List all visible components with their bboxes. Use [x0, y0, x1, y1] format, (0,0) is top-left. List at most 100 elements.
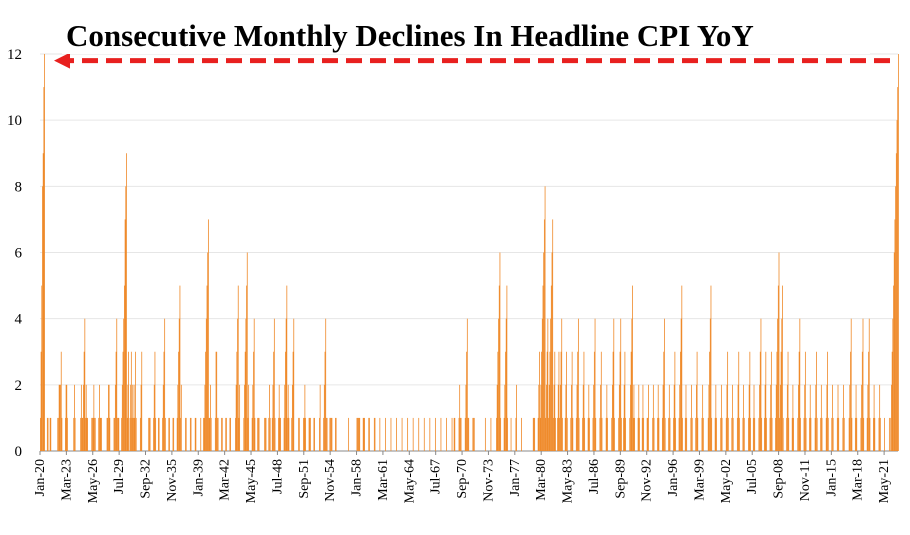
- bar: [515, 417, 517, 451]
- bar: [292, 351, 294, 451]
- bar: [44, 54, 45, 451]
- bar: [465, 384, 467, 451]
- bar: [633, 384, 635, 451]
- bar: [42, 186, 43, 451]
- bar: [577, 351, 579, 451]
- bar: [505, 318, 507, 451]
- bar: [797, 417, 799, 451]
- bar: [203, 417, 205, 451]
- bar: [896, 120, 898, 452]
- bar: [557, 417, 558, 451]
- bar: [634, 417, 636, 451]
- bar: [80, 384, 82, 451]
- bar: [148, 417, 150, 451]
- bar: [264, 417, 266, 451]
- bar: [310, 417, 311, 451]
- bar: [115, 351, 117, 451]
- bar: [826, 384, 828, 451]
- bar: [323, 384, 325, 451]
- bar: [164, 417, 166, 451]
- bar: [385, 417, 386, 451]
- bar: [124, 219, 126, 451]
- x-tick-label: Jan-20: [33, 459, 48, 496]
- bar: [177, 384, 179, 451]
- bar: [868, 351, 869, 451]
- bar: [856, 417, 858, 451]
- bar: [764, 384, 766, 451]
- bar: [594, 318, 596, 451]
- bar: [83, 351, 85, 451]
- bar: [99, 384, 100, 451]
- bar: [561, 318, 563, 451]
- bar: [809, 417, 810, 451]
- bar: [776, 351, 778, 451]
- bar: [126, 153, 127, 451]
- bar: [208, 417, 210, 451]
- bar: [42, 153, 44, 451]
- bar: [363, 417, 365, 451]
- bar: [702, 384, 704, 451]
- bar: [539, 351, 540, 451]
- bar: [87, 417, 88, 451]
- bar: [860, 417, 862, 451]
- bar: [779, 417, 781, 451]
- x-tick-label: Mar-23: [59, 459, 74, 501]
- bar: [265, 417, 267, 451]
- bar: [891, 384, 892, 451]
- bar: [898, 54, 899, 451]
- bar: [750, 417, 751, 451]
- bar: [632, 417, 634, 451]
- bar: [630, 351, 632, 451]
- bar: [516, 384, 517, 451]
- bar: [748, 417, 749, 451]
- bar: [613, 318, 615, 451]
- bar: [323, 417, 325, 451]
- bar: [521, 417, 522, 451]
- bar: [507, 417, 508, 451]
- bar: [537, 417, 539, 451]
- x-tick-label: May-02: [719, 459, 734, 503]
- bar: [221, 417, 223, 451]
- bar: [625, 417, 626, 451]
- bar: [180, 417, 182, 451]
- bar: [73, 417, 75, 451]
- bar: [308, 417, 310, 451]
- bar: [178, 351, 179, 451]
- bar: [379, 417, 381, 451]
- bar: [286, 285, 288, 451]
- bar: [326, 417, 328, 451]
- bar: [257, 417, 259, 451]
- bar: [538, 384, 540, 451]
- bar: [92, 417, 93, 451]
- bar: [254, 417, 256, 451]
- bar: [356, 417, 358, 451]
- bar: [855, 384, 857, 451]
- bar: [544, 186, 546, 451]
- bar: [709, 318, 711, 451]
- bar: [116, 318, 118, 451]
- bar: [47, 417, 49, 451]
- bar: [106, 417, 108, 451]
- bar: [74, 417, 76, 451]
- bar: [114, 384, 116, 451]
- bar: [743, 417, 745, 451]
- bar: [258, 417, 260, 451]
- bar: [770, 351, 772, 451]
- bar: [91, 417, 93, 451]
- bar: [454, 417, 456, 451]
- bar: [809, 384, 811, 451]
- bar: [108, 384, 109, 451]
- bar: [606, 384, 608, 451]
- bar: [726, 384, 728, 451]
- bar: [288, 417, 290, 451]
- bar: [243, 417, 245, 451]
- bar: [653, 417, 655, 451]
- bar: [631, 318, 633, 451]
- bar: [464, 417, 466, 451]
- bar: [611, 417, 613, 451]
- bar: [684, 417, 686, 451]
- bar: [543, 219, 545, 451]
- bar: [862, 318, 864, 451]
- bar: [83, 384, 84, 451]
- bar: [578, 417, 580, 451]
